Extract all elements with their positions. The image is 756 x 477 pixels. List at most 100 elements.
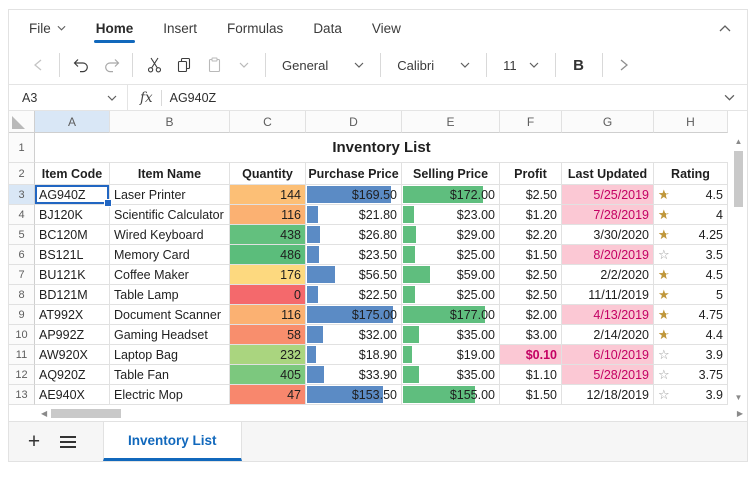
cell-rating[interactable]: ☆★ 4 (654, 205, 728, 225)
cell-item-name[interactable]: Scientific Calculator (110, 205, 230, 225)
cell-item-code[interactable]: AG940Z (35, 185, 112, 207)
cell-item-name[interactable]: Laptop Bag (110, 345, 230, 365)
cell-quantity[interactable]: 47 (230, 385, 306, 405)
header-cell[interactable]: Quantity (230, 163, 306, 185)
cell-item-name[interactable]: Gaming Headset (110, 325, 230, 345)
scroll-up-icon[interactable]: ▲ (734, 136, 743, 146)
cell-profit[interactable]: $1.50 (500, 385, 562, 405)
cell-quantity[interactable]: 486 (230, 245, 306, 265)
cell-quantity[interactable]: 438 (230, 225, 306, 245)
add-sheet-button[interactable]: + (27, 429, 41, 453)
cell-profit[interactable]: $2.50 (500, 185, 562, 205)
cell-last-updated[interactable]: 6/10/2019 (562, 345, 654, 365)
cell-purchase-price[interactable]: $32.00 (306, 325, 402, 345)
header-cell[interactable]: Last Updated (562, 163, 654, 185)
row-header[interactable]: 4 (9, 205, 35, 225)
fx-icon[interactable]: fx (140, 89, 153, 106)
menu-item-formulas[interactable]: Formulas (227, 20, 284, 36)
menu-item-view[interactable]: View (371, 20, 401, 36)
cut-button[interactable] (139, 51, 169, 79)
vertical-scroll-thumb[interactable] (734, 151, 743, 207)
cell-item-name[interactable]: Table Fan (110, 365, 230, 385)
cell-quantity[interactable]: 58 (230, 325, 306, 345)
header-cell[interactable]: Purchase Price (306, 163, 402, 185)
menu-item-home[interactable]: Home (93, 10, 135, 46)
column-header-g[interactable]: G (562, 111, 654, 133)
cell-selling-price[interactable]: $35.00 (402, 325, 500, 345)
cell-selling-price[interactable]: $177.00 (402, 305, 500, 325)
cell-rating[interactable]: ☆★ 4.75 (654, 305, 728, 325)
header-cell[interactable]: Rating (654, 163, 728, 185)
cell-last-updated[interactable]: 2/2/2020 (562, 265, 654, 285)
cell-rating[interactable]: ★ 5 (654, 285, 728, 305)
cell-quantity[interactable]: 0 (230, 285, 306, 305)
cell-profit[interactable]: $1.10 (500, 365, 562, 385)
column-header-c[interactable]: C (230, 111, 306, 133)
cell-item-name[interactable]: Table Lamp (110, 285, 230, 305)
scroll-right-icon[interactable]: ▶ (736, 408, 743, 418)
cell-rating[interactable]: ☆ 3.5 (654, 245, 728, 265)
cell-item-name[interactable]: Coffee Maker (110, 265, 230, 285)
row-header[interactable]: 2 (9, 163, 35, 185)
scroll-down-icon[interactable]: ▼ (734, 392, 743, 402)
cell-selling-price[interactable]: $35.00 (402, 365, 500, 385)
cell-profit[interactable]: $1.50 (500, 245, 562, 265)
name-box[interactable]: A3 (9, 85, 127, 110)
font-size-dropdown[interactable]: 11 (493, 51, 549, 79)
cell-purchase-price[interactable]: $169.50 (306, 185, 402, 205)
sheet-title-cell[interactable]: Inventory List (35, 133, 728, 163)
cell-rating[interactable]: ☆★ 4.5 (654, 265, 728, 285)
row-header[interactable]: 3 (9, 185, 35, 205)
cell-rating[interactable]: ☆★ 4.4 (654, 325, 728, 345)
bold-button[interactable]: B (573, 56, 585, 74)
font-name-dropdown[interactable]: Calibri (387, 51, 480, 79)
cell-selling-price[interactable]: $155.00 (402, 385, 500, 405)
cell-selling-price[interactable]: $29.00 (402, 225, 500, 245)
expand-formula-bar-icon[interactable] (724, 94, 747, 101)
copy-button[interactable] (169, 51, 199, 79)
cell-item-code[interactable]: AT992X (35, 305, 110, 325)
menu-item-insert[interactable]: Insert (163, 20, 198, 36)
scroll-toolbar-right-button[interactable] (609, 51, 639, 79)
sheet-tab-inventory-list[interactable]: Inventory List (103, 422, 242, 461)
cell-last-updated[interactable]: 3/30/2020 (562, 225, 654, 245)
header-cell[interactable]: Profit (500, 163, 562, 185)
cell-purchase-price[interactable]: $22.50 (306, 285, 402, 305)
menu-item-data[interactable]: Data (313, 20, 342, 36)
row-header[interactable]: 11 (9, 345, 35, 365)
redo-button[interactable] (96, 51, 126, 79)
cell-purchase-price[interactable]: $33.90 (306, 365, 402, 385)
cell-purchase-price[interactable]: $153.50 (306, 385, 402, 405)
scroll-left-icon[interactable]: ◀ (41, 408, 48, 418)
cell-item-name[interactable]: Document Scanner (110, 305, 230, 325)
cell-rating[interactable]: ☆★ 4.25 (654, 225, 728, 245)
row-header[interactable]: 13 (9, 385, 35, 405)
cell-rating[interactable]: ☆ 3.75 (654, 365, 728, 385)
cell-item-code[interactable]: BS121L (35, 245, 110, 265)
cell-quantity[interactable]: 116 (230, 305, 306, 325)
cell-purchase-price[interactable]: $56.50 (306, 265, 402, 285)
cell-profit[interactable]: $2.00 (500, 305, 562, 325)
cell-selling-price[interactable]: $172.00 (402, 185, 500, 205)
cell-item-name[interactable]: Electric Mop (110, 385, 230, 405)
formula-input[interactable]: AG940Z (169, 90, 217, 105)
cell-quantity[interactable]: 176 (230, 265, 306, 285)
cell-selling-price[interactable]: $23.00 (402, 205, 500, 225)
cell-last-updated[interactable]: 7/28/2019 (562, 205, 654, 225)
cell-purchase-price[interactable]: $18.90 (306, 345, 402, 365)
cell-purchase-price[interactable]: $21.80 (306, 205, 402, 225)
cell-rating[interactable]: ☆ 3.9 (654, 385, 728, 405)
paste-dropdown-icon[interactable] (229, 51, 259, 79)
header-cell[interactable]: Item Name (110, 163, 230, 185)
cell-last-updated[interactable]: 4/13/2019 (562, 305, 654, 325)
cell-selling-price[interactable]: $59.00 (402, 265, 500, 285)
row-header[interactable]: 10 (9, 325, 35, 345)
cell-item-code[interactable]: BJ120K (35, 205, 110, 225)
cell-item-name[interactable]: Memory Card (110, 245, 230, 265)
cell-item-name[interactable]: Wired Keyboard (110, 225, 230, 245)
scroll-toolbar-left-button[interactable] (23, 51, 53, 79)
cell-rating[interactable]: ☆ 3.9 (654, 345, 728, 365)
cell-item-code[interactable]: BD121M (35, 285, 110, 305)
cell-profit[interactable]: $2.50 (500, 265, 562, 285)
cell-purchase-price[interactable]: $23.50 (306, 245, 402, 265)
